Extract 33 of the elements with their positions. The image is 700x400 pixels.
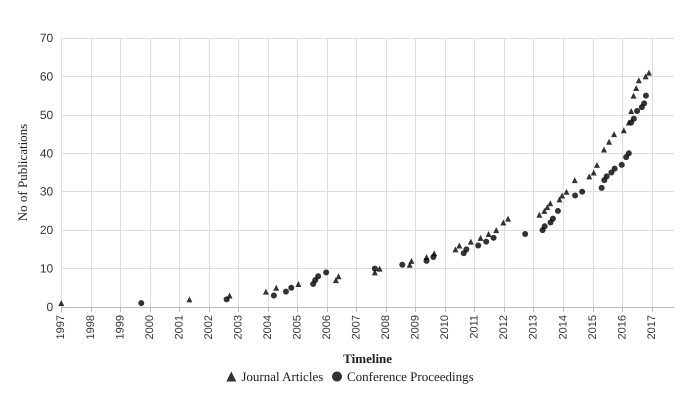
y-tick-label: 40 — [40, 146, 54, 160]
y-tick-label: 20 — [40, 223, 54, 238]
x-tick-label: 2015 — [586, 315, 599, 340]
y-tick-label: 0 — [46, 300, 54, 314]
x-tick-label: 1998 — [84, 315, 97, 340]
x-tick-label: 2017 — [646, 315, 658, 340]
y-tick-label: 50 — [40, 108, 54, 122]
x-tick-label: 2004 — [262, 315, 274, 340]
y-axis-title: No of Publications — [15, 124, 30, 222]
x-tick-label: 2006 — [321, 315, 334, 340]
legend-label: Conference Proceedings — [346, 369, 474, 384]
x-tick-label: 2000 — [144, 315, 156, 340]
y-tick-label: 60 — [40, 69, 54, 84]
x-tick-label: 1999 — [114, 315, 126, 340]
x-tick-label: 2003 — [232, 315, 244, 340]
y-tick-label: 70 — [40, 31, 54, 45]
x-tick-label: 2005 — [291, 315, 304, 340]
legend-label: Journal Articles — [241, 369, 324, 384]
x-tick-label: 1997 — [55, 315, 68, 340]
y-tick-label: 30 — [40, 184, 54, 199]
x-tick-label: 2012 — [498, 315, 510, 340]
x-tick-label: 2014 — [557, 315, 570, 340]
x-tick-label: 2007 — [350, 315, 363, 340]
x-tick-label: 2011 — [468, 315, 481, 339]
x-tick-label: 2008 — [380, 315, 392, 340]
x-tick-label: 2009 — [410, 315, 422, 340]
x-tick-label: 2016 — [616, 315, 628, 340]
x-tick-label: 2010 — [439, 315, 452, 340]
y-tick-label: 10 — [40, 262, 54, 276]
x-axis-title: Timeline — [343, 351, 392, 366]
x-tick-label: 2002 — [202, 315, 215, 340]
x-tick-label: 2001 — [173, 315, 186, 340]
x-tick-label: 2013 — [528, 315, 540, 340]
